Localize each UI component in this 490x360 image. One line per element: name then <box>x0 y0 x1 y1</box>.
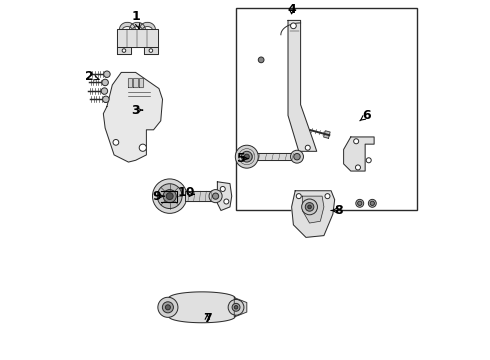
Polygon shape <box>140 22 155 30</box>
Ellipse shape <box>152 179 187 213</box>
Ellipse shape <box>166 193 173 199</box>
Polygon shape <box>117 47 131 54</box>
Ellipse shape <box>354 139 359 144</box>
Ellipse shape <box>291 150 303 163</box>
Ellipse shape <box>368 199 376 207</box>
Polygon shape <box>234 298 247 317</box>
Ellipse shape <box>228 300 244 315</box>
Ellipse shape <box>166 305 171 310</box>
Ellipse shape <box>163 190 176 203</box>
Ellipse shape <box>104 71 110 77</box>
Ellipse shape <box>113 139 119 145</box>
Polygon shape <box>292 191 335 237</box>
Ellipse shape <box>122 49 126 52</box>
Text: 4: 4 <box>287 3 296 16</box>
Ellipse shape <box>305 145 310 150</box>
Polygon shape <box>144 47 158 54</box>
Ellipse shape <box>149 49 153 52</box>
Polygon shape <box>185 191 216 201</box>
Text: 6: 6 <box>360 109 371 122</box>
Polygon shape <box>343 137 374 171</box>
Ellipse shape <box>220 186 225 192</box>
Polygon shape <box>218 182 232 211</box>
Polygon shape <box>120 22 135 30</box>
Ellipse shape <box>308 205 311 209</box>
Ellipse shape <box>355 165 361 170</box>
Ellipse shape <box>245 154 249 159</box>
Ellipse shape <box>102 96 109 103</box>
Ellipse shape <box>101 88 108 94</box>
Ellipse shape <box>157 184 182 208</box>
Ellipse shape <box>102 79 108 86</box>
Ellipse shape <box>232 303 240 311</box>
Ellipse shape <box>302 199 318 215</box>
Text: 3: 3 <box>131 104 143 117</box>
Text: 1: 1 <box>131 10 140 29</box>
Ellipse shape <box>258 57 264 63</box>
Bar <box>236 8 417 211</box>
Ellipse shape <box>356 199 364 207</box>
Polygon shape <box>129 22 146 30</box>
Polygon shape <box>302 196 324 223</box>
Polygon shape <box>103 72 163 162</box>
Ellipse shape <box>305 203 314 211</box>
Text: 5: 5 <box>237 152 248 165</box>
Text: 9: 9 <box>153 190 164 203</box>
Ellipse shape <box>224 199 229 204</box>
Ellipse shape <box>234 306 238 309</box>
Ellipse shape <box>291 23 296 29</box>
Text: 10: 10 <box>177 186 195 199</box>
Ellipse shape <box>366 158 371 163</box>
Ellipse shape <box>370 201 374 206</box>
Polygon shape <box>139 78 143 87</box>
Ellipse shape <box>325 194 330 199</box>
Ellipse shape <box>162 302 173 313</box>
Ellipse shape <box>296 194 301 199</box>
Text: 8: 8 <box>331 204 343 217</box>
Polygon shape <box>168 292 236 323</box>
Text: 7: 7 <box>203 311 212 325</box>
Ellipse shape <box>235 145 258 168</box>
Ellipse shape <box>358 201 362 206</box>
Ellipse shape <box>294 153 300 160</box>
Text: 2: 2 <box>85 69 99 82</box>
Ellipse shape <box>209 190 222 203</box>
Ellipse shape <box>213 193 219 199</box>
Polygon shape <box>128 78 132 87</box>
Polygon shape <box>117 30 158 47</box>
Polygon shape <box>133 78 138 87</box>
Ellipse shape <box>139 144 147 151</box>
Polygon shape <box>247 153 297 160</box>
Polygon shape <box>288 21 317 151</box>
Polygon shape <box>324 131 330 138</box>
Ellipse shape <box>158 297 178 318</box>
Ellipse shape <box>242 151 252 162</box>
